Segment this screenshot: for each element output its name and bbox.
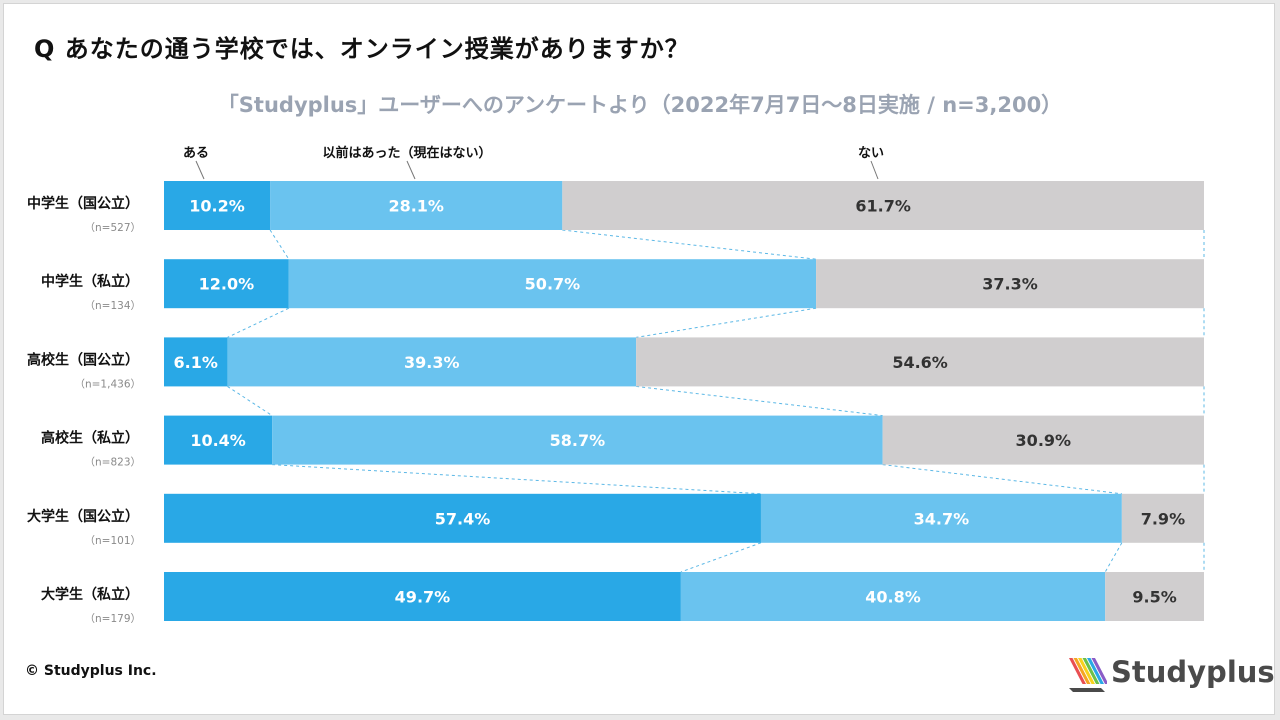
legend-leader-line — [195, 160, 205, 180]
bar-segment — [816, 259, 1204, 309]
bar-segment — [882, 415, 1204, 465]
bar-segment — [288, 259, 817, 309]
legend-label: ない — [858, 146, 884, 161]
category-label: 高校生（国公立） — [27, 351, 139, 368]
category-label: 高校生（私立） — [41, 430, 139, 447]
bar-segment — [164, 337, 228, 387]
legend-label: ある — [183, 146, 209, 161]
copyright: © Studyplus Inc. — [25, 663, 157, 679]
sample-size-label: （n=823） — [85, 457, 142, 469]
data-label: 61.7% — [855, 197, 911, 216]
sample-size-label: （n=527） — [85, 222, 142, 234]
logo-stripe — [1087, 658, 1104, 684]
data-label: 50.7% — [525, 275, 581, 294]
data-label: 49.7% — [395, 588, 451, 607]
data-label: 10.4% — [190, 431, 246, 450]
series-connector-line — [272, 464, 761, 495]
legend-label: 以前はあった（現在はない） — [322, 145, 491, 161]
logo-base — [1069, 688, 1105, 692]
sample-size-label: （n=101） — [85, 535, 142, 547]
data-label: 40.8% — [865, 588, 921, 607]
bar-segment — [680, 572, 1106, 621]
series-connector-line — [227, 385, 273, 417]
data-label: 58.7% — [550, 431, 606, 450]
category-label: 中学生（国公立） — [27, 195, 139, 212]
data-label: 6.1% — [174, 353, 218, 372]
bar-segment — [270, 181, 563, 230]
studyplus-logo: Studyplus — [1065, 650, 1275, 696]
data-label: 7.9% — [1141, 509, 1185, 528]
data-label: 30.9% — [1016, 431, 1072, 450]
series-connector-line — [269, 229, 290, 260]
logo-stripe — [1069, 658, 1086, 684]
bar-segment — [164, 259, 289, 309]
data-label: 10.2% — [189, 197, 245, 216]
legend-leader-line — [870, 160, 879, 180]
bar-segment — [636, 337, 1204, 387]
legend-leader-line — [406, 160, 416, 180]
data-label: 9.5% — [1132, 588, 1176, 607]
bar-segment — [1105, 572, 1204, 621]
data-label: 28.1% — [388, 197, 444, 216]
series-connector-line — [636, 307, 817, 338]
bar-segment — [164, 181, 271, 230]
series-connector-line — [562, 229, 817, 260]
data-label: 39.3% — [404, 353, 460, 372]
studyplus-logo-icon — [1069, 658, 1107, 692]
sample-size-label: （n=179） — [85, 613, 142, 625]
survey-subtitle: 「Studyplus」ユーザーへのアンケートより（2022年7月7日〜8日実施 … — [217, 93, 1063, 117]
series-connector-line — [680, 542, 762, 573]
bar-segment — [760, 493, 1122, 543]
question-title: Q あなたの通う学校では、オンライン授業がありますか？ — [34, 35, 690, 63]
series-connector-line — [1104, 542, 1123, 573]
logo-stripe — [1091, 658, 1107, 684]
bar-segment — [164, 493, 761, 543]
data-label: 34.7% — [914, 509, 970, 528]
category-label: 中学生（私立） — [41, 273, 139, 290]
data-label: 12.0% — [199, 275, 255, 294]
category-label: 大学生（私立） — [41, 586, 139, 603]
data-label: 54.6% — [892, 353, 948, 372]
data-label: 37.3% — [982, 275, 1038, 294]
bar-segment — [272, 415, 883, 465]
logo-stripe — [1082, 658, 1100, 684]
series-connector-line — [636, 385, 883, 417]
data-label: 57.4% — [435, 509, 491, 528]
logo-stripe — [1073, 658, 1091, 684]
bar-segment — [562, 181, 1204, 230]
bar-segment — [164, 572, 681, 621]
series-connector-line — [227, 307, 290, 338]
bar-segment — [1121, 493, 1204, 543]
category-label: 大学生（国公立） — [27, 508, 139, 525]
sample-size-label: （n=134） — [85, 300, 142, 312]
sample-size-label: （n=1,436） — [74, 378, 141, 390]
bar-segment — [227, 337, 637, 387]
bar-segment — [164, 415, 273, 465]
series-connector-line — [882, 464, 1122, 495]
logo-stripe — [1078, 658, 1095, 684]
brand-name: Studyplus — [1111, 655, 1275, 689]
